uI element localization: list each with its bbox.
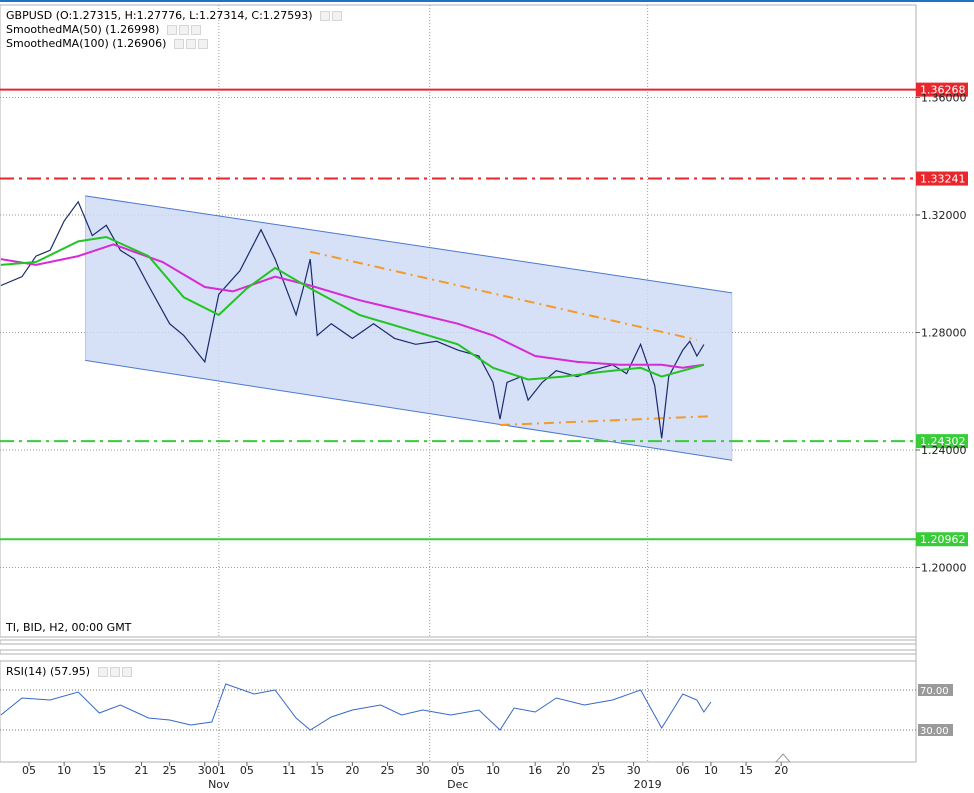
x-tick-label: 05 bbox=[451, 764, 465, 777]
x-tick-label: 25 bbox=[381, 764, 395, 777]
y-tick-label: 1.28000 bbox=[921, 327, 967, 340]
pane-separator[interactable] bbox=[0, 639, 917, 645]
level-price-tag bbox=[916, 82, 968, 97]
chart-info-line: TI, BID, H2, 00:00 GMT bbox=[6, 621, 132, 634]
x-tick-label: 11 bbox=[282, 764, 296, 777]
visibility-icon[interactable] bbox=[166, 25, 177, 35]
x-tick-label: 01 bbox=[212, 764, 226, 777]
horizontal-levels: 1.36268 1.33241 1.24302 1.20962 bbox=[0, 82, 968, 547]
x-tick-label: 21 bbox=[134, 764, 148, 777]
level-price-tag bbox=[916, 434, 968, 449]
x-month-label: 2019 bbox=[634, 778, 662, 791]
rsi-level-tag bbox=[918, 684, 953, 696]
level-price-label: 1.24302 bbox=[920, 435, 966, 448]
x-tick-label: 05 bbox=[240, 764, 254, 777]
sma50-label: SmoothedMA(50) (1.26998) bbox=[6, 23, 160, 36]
triangle-pattern bbox=[309, 250, 711, 427]
x-tick-label: 25 bbox=[591, 764, 605, 777]
level-price-label: 1.36268 bbox=[920, 84, 966, 97]
settings-icon[interactable] bbox=[185, 39, 196, 49]
close-icon[interactable] bbox=[190, 25, 201, 35]
triangle-upper-line[interactable] bbox=[309, 250, 698, 341]
price-series bbox=[0, 200, 705, 439]
x-tick-label: 10 bbox=[704, 764, 718, 777]
scroll-to-end-icon[interactable] bbox=[774, 753, 792, 763]
x-tick-label: 20 bbox=[774, 764, 788, 777]
x-tick-label: 30 bbox=[416, 764, 430, 777]
close-icon[interactable] bbox=[197, 39, 208, 49]
y-tick-label: 1.32000 bbox=[921, 209, 967, 222]
rsi-level-label: 30.00 bbox=[920, 726, 949, 737]
pane-separator[interactable] bbox=[0, 649, 917, 655]
rsi-level-tag bbox=[918, 724, 953, 736]
x-tick-label: 20 bbox=[556, 764, 570, 777]
channel-fill bbox=[85, 195, 733, 461]
channel-upper-line[interactable] bbox=[85, 195, 733, 294]
y-tick-label: 1.36000 bbox=[921, 92, 967, 105]
close-icon[interactable] bbox=[121, 667, 132, 677]
ohlc-legend: GBPUSD (O:1.27315, H:1.27776, L:1.27314,… bbox=[6, 9, 344, 23]
x-month-label: Dec bbox=[447, 778, 468, 791]
rsi-legend: RSI(14) (57.95) bbox=[6, 665, 134, 679]
settings-icon[interactable] bbox=[320, 11, 331, 21]
settings-icon[interactable] bbox=[178, 25, 189, 35]
rsi-level-label: 70.00 bbox=[920, 686, 949, 697]
visibility-icon[interactable] bbox=[97, 667, 108, 677]
x-tick-label: 10 bbox=[486, 764, 500, 777]
x-tick-label: 15 bbox=[310, 764, 324, 777]
y-tick-label: 1.24000 bbox=[921, 444, 967, 457]
x-tick-label: 30 bbox=[627, 764, 641, 777]
sma100-label: SmoothedMA(100) (1.26906) bbox=[6, 37, 167, 50]
descending-channel bbox=[84, 195, 733, 461]
sma100-line bbox=[0, 243, 705, 369]
price-axis[interactable]: 1.36000 1.32000 1.28000 1.24000 1.20000 bbox=[916, 92, 967, 575]
x-tick-label: 25 bbox=[163, 764, 177, 777]
y-tick-label: 1.20000 bbox=[921, 562, 967, 575]
rsi-pane bbox=[0, 660, 917, 763]
x-tick-label: 16 bbox=[528, 764, 542, 777]
x-tick-label: 05 bbox=[22, 764, 36, 777]
level-price-label: 1.20962 bbox=[920, 533, 966, 546]
rsi-line bbox=[0, 683, 712, 731]
visibility-icon[interactable] bbox=[173, 39, 184, 49]
level-price-tag bbox=[916, 532, 968, 547]
x-month-label: Nov bbox=[208, 778, 230, 791]
sma50-line bbox=[0, 235, 705, 381]
sma100-legend: SmoothedMA(100) (1.26906) bbox=[6, 37, 210, 51]
rsi-label: RSI(14) (57.95) bbox=[6, 665, 91, 678]
close-icon[interactable] bbox=[332, 11, 343, 21]
level-price-label: 1.33241 bbox=[920, 173, 966, 186]
x-tick-label: 30 bbox=[198, 764, 212, 777]
settings-icon[interactable] bbox=[109, 667, 120, 677]
x-tick-label: 06 bbox=[676, 764, 690, 777]
x-tick-label: 10 bbox=[57, 764, 71, 777]
ohlc-text: GBPUSD (O:1.27315, H:1.27776, L:1.27314,… bbox=[6, 9, 313, 22]
rsi-indicator: 70.00 30.00 bbox=[0, 683, 953, 737]
price-line bbox=[0, 200, 705, 439]
level-price-tag bbox=[916, 171, 968, 186]
channel-lower-line[interactable] bbox=[85, 359, 733, 461]
x-tick-label: 15 bbox=[739, 764, 753, 777]
x-tick-label: 20 bbox=[345, 764, 359, 777]
time-axis[interactable]: 05 10 15 21 25 30 01 05 11 15 20 25 30 05 10 16 20 25 30 06… bbox=[22, 762, 788, 791]
x-tick-label: 15 bbox=[92, 764, 106, 777]
sma50-legend: SmoothedMA(50) (1.26998) bbox=[6, 23, 203, 37]
